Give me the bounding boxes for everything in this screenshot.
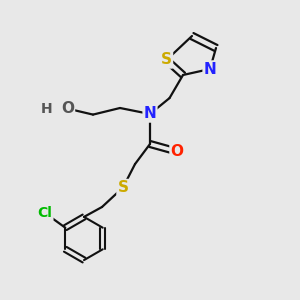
- Text: H: H: [41, 102, 52, 116]
- Text: S: S: [161, 52, 172, 68]
- Text: N: N: [144, 106, 156, 122]
- Text: S: S: [118, 180, 128, 195]
- Text: O: O: [61, 101, 74, 116]
- Text: N: N: [204, 61, 216, 76]
- Text: O: O: [170, 144, 184, 159]
- Text: Cl: Cl: [38, 206, 52, 220]
